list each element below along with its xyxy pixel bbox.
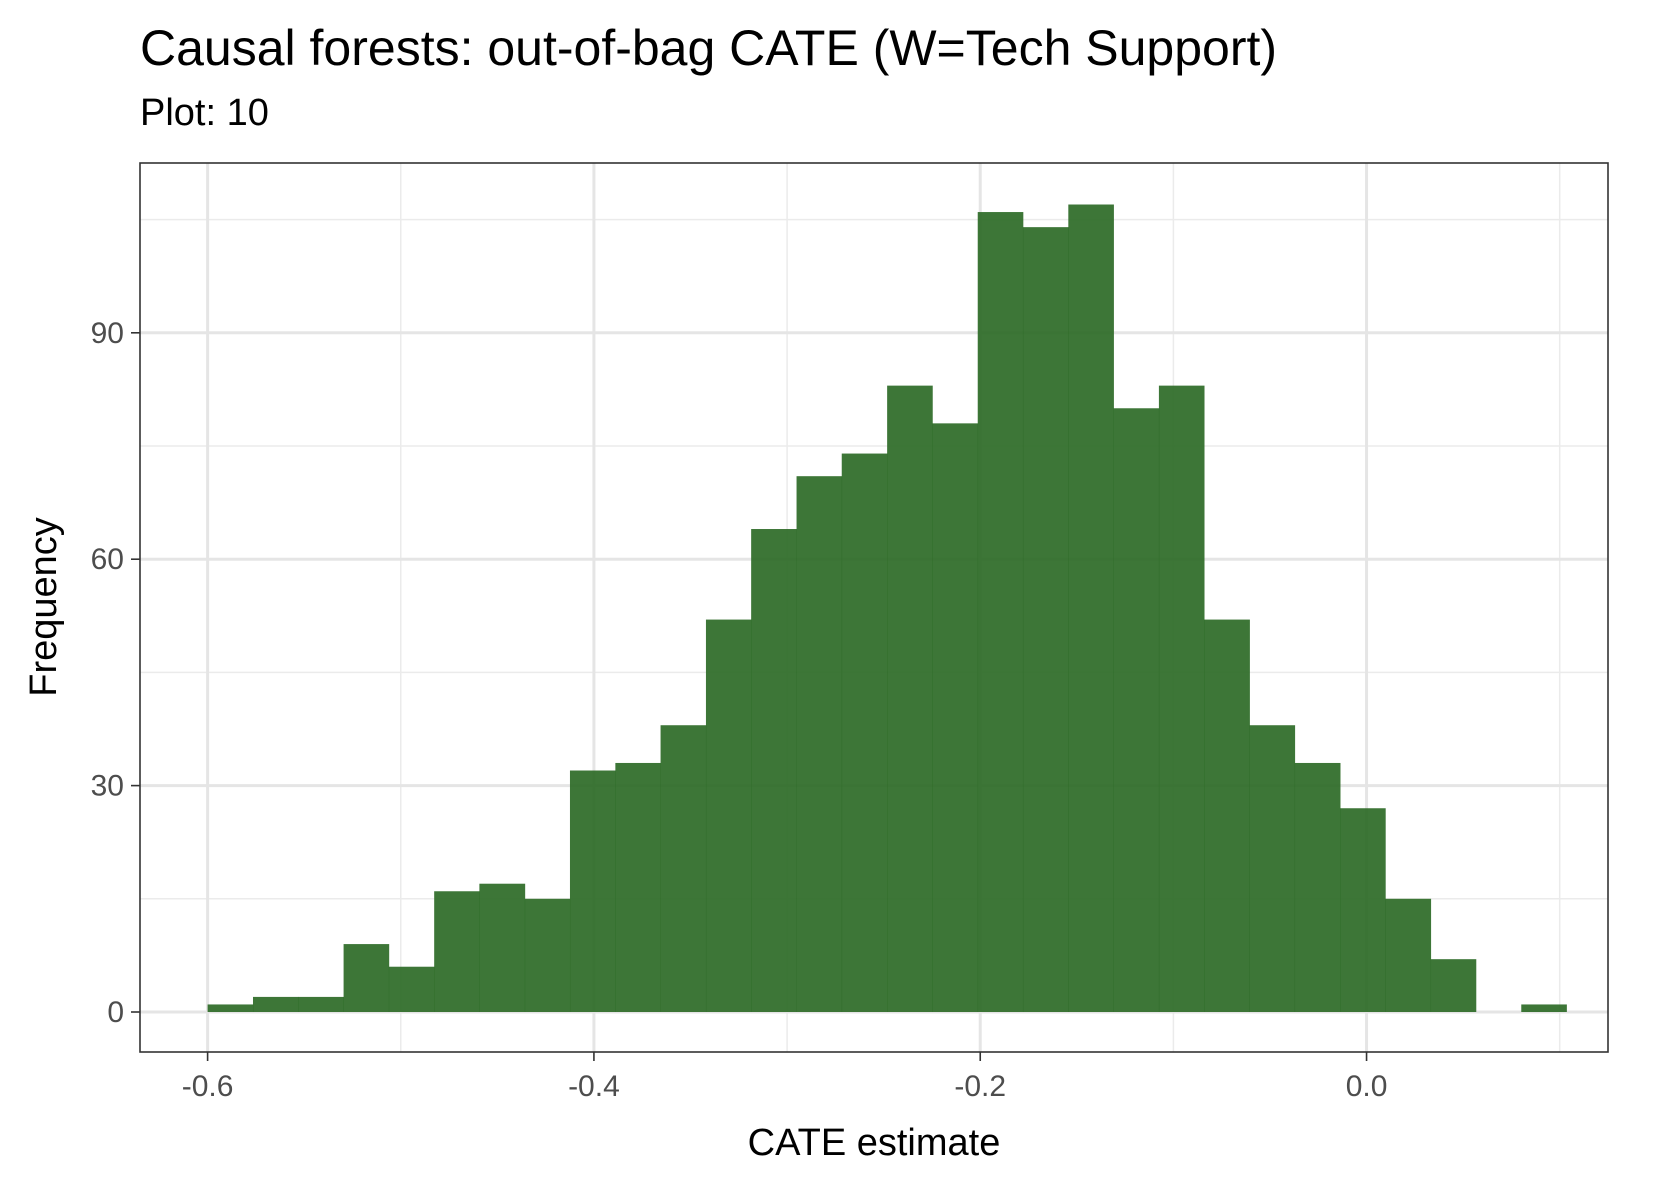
histogram-bars	[207, 204, 1567, 1013]
y-tick-label: 60	[91, 543, 124, 576]
x-axis-title: CATE estimate	[748, 1122, 1001, 1164]
chart-title: Causal forests: out-of-bag CATE (W=Tech …	[140, 20, 1278, 76]
histogram-bar	[524, 898, 571, 1013]
histogram-bar	[887, 385, 933, 1013]
histogram-bar	[1294, 762, 1341, 1013]
histogram-bar	[207, 1004, 254, 1013]
histogram-bar	[841, 453, 888, 1013]
y-axis-title: Frequency	[23, 517, 65, 697]
y-tick-label: 0	[107, 996, 124, 1029]
y-axis-ticks: 0 30 60 90	[91, 317, 140, 1029]
x-tick-label: 0.0	[1346, 1070, 1388, 1103]
x-tick-label: -0.2	[954, 1070, 1006, 1103]
histogram-bar	[705, 619, 752, 1013]
y-tick-label: 90	[91, 317, 124, 350]
histogram-bar	[751, 529, 797, 1013]
histogram-bar	[1113, 408, 1160, 1013]
x-tick-label: -0.6	[182, 1070, 234, 1103]
histogram-bar	[1022, 227, 1069, 1013]
histogram-bar	[796, 476, 843, 1013]
histogram-bar	[569, 770, 616, 1013]
histogram-bar	[932, 423, 979, 1013]
x-tick-label: -0.4	[568, 1070, 620, 1103]
histogram-bar	[298, 996, 344, 1013]
histogram-bar	[388, 966, 435, 1013]
histogram-bar	[434, 891, 480, 1013]
histogram-bar	[1068, 204, 1114, 1013]
histogram-bar	[1521, 1004, 1567, 1013]
histogram-bar	[615, 762, 661, 1013]
histogram-bar	[1430, 959, 1477, 1013]
histogram-bar	[660, 725, 707, 1013]
histogram-bar	[479, 883, 526, 1013]
histogram-bar	[1204, 619, 1250, 1013]
histogram-bar	[1385, 898, 1432, 1013]
histogram-bar	[1158, 385, 1205, 1013]
plot-panel-border	[139, 162, 1609, 1053]
chart-subtitle: Plot: 10	[140, 92, 269, 134]
histogram-bar	[343, 944, 390, 1013]
histogram-bar	[252, 996, 299, 1013]
y-tick-label: 30	[91, 770, 124, 803]
histogram-bar	[977, 212, 1024, 1013]
histogram-bar	[1249, 725, 1296, 1013]
histogram-bar	[1340, 808, 1386, 1013]
x-axis-ticks: -0.6 -0.4 -0.2 0.0	[182, 1052, 1388, 1103]
